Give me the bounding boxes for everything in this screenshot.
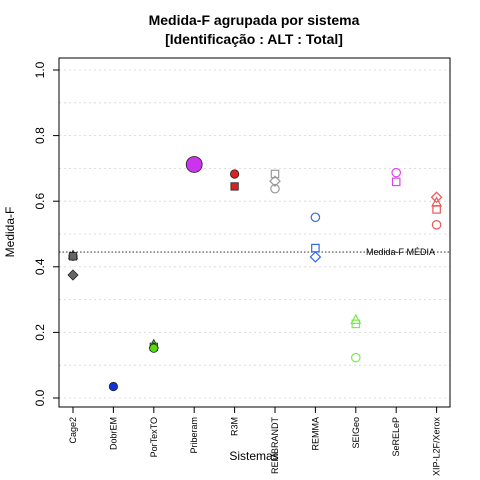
data-point-circle [149,343,159,353]
data-point-diamond [309,251,322,263]
x-tick-label: Cage2 [68,417,78,444]
y-tick-label: 0.0 [33,389,47,406]
reference-line-label: Medida-F MÉDIA [366,247,435,257]
data-points [67,156,443,392]
data-point-circle [108,381,119,392]
plot-area-border [58,57,451,408]
data-point-square [270,169,280,179]
x-tick-label: SeRELeP [391,417,401,457]
data-point-square [432,205,441,214]
data-point-triangle [350,313,362,325]
x-axis-label: Sistemas [229,449,278,463]
data-point-circle [185,156,203,173]
y-tick-label: 0.4 [33,258,47,275]
y-tick-label: 1.0 [33,61,47,78]
y-axis: 0.0 0.2 0.4 0.6 0.8 1.0 [33,61,59,406]
data-point-diamond [430,191,443,204]
y-tick-label: 0.2 [33,324,47,341]
data-point-circle [310,212,321,223]
x-tick-label: PorTexTO [149,417,159,457]
x-axis: Cage2 DobrEM PorTexTO Priberam R3M REMBRANDT R… [68,407,442,476]
data-point-circle [270,183,280,194]
x-tick-label: DobrEM [108,417,118,450]
data-point-square [391,177,401,187]
y-tick-label: 0.6 [33,193,47,210]
data-point-diamond [269,175,281,188]
chart-title: Medida-F agrupada por sistema [149,12,360,28]
y-tick-label: 0.8 [33,127,47,144]
x-tick-label: SEIGeo [351,417,361,449]
x-tick-label: REMMA [310,417,320,451]
data-point-square [311,243,320,253]
y-axis-label: Medida-F [3,207,17,258]
x-tick-label: REMBRANDT [270,417,280,475]
data-point-circle [230,169,240,179]
x-tick-label: R3M [230,417,240,436]
data-point-square [351,319,361,329]
x-tick-label: XIP-L2F/Xerox [432,417,442,477]
data-point-circle [350,352,361,363]
grid [59,69,450,399]
data-point-circle [431,220,442,230]
data-point-square [68,252,78,261]
data-point-diamond [67,269,79,281]
chart-subtitle: [Identificação : ALT : Total] [165,31,343,47]
data-point-circle [391,167,401,178]
x-tick-label: Priberam [189,417,199,454]
reference-line-group: Medida-F MÉDIA [59,247,450,257]
data-point-square [230,182,239,191]
